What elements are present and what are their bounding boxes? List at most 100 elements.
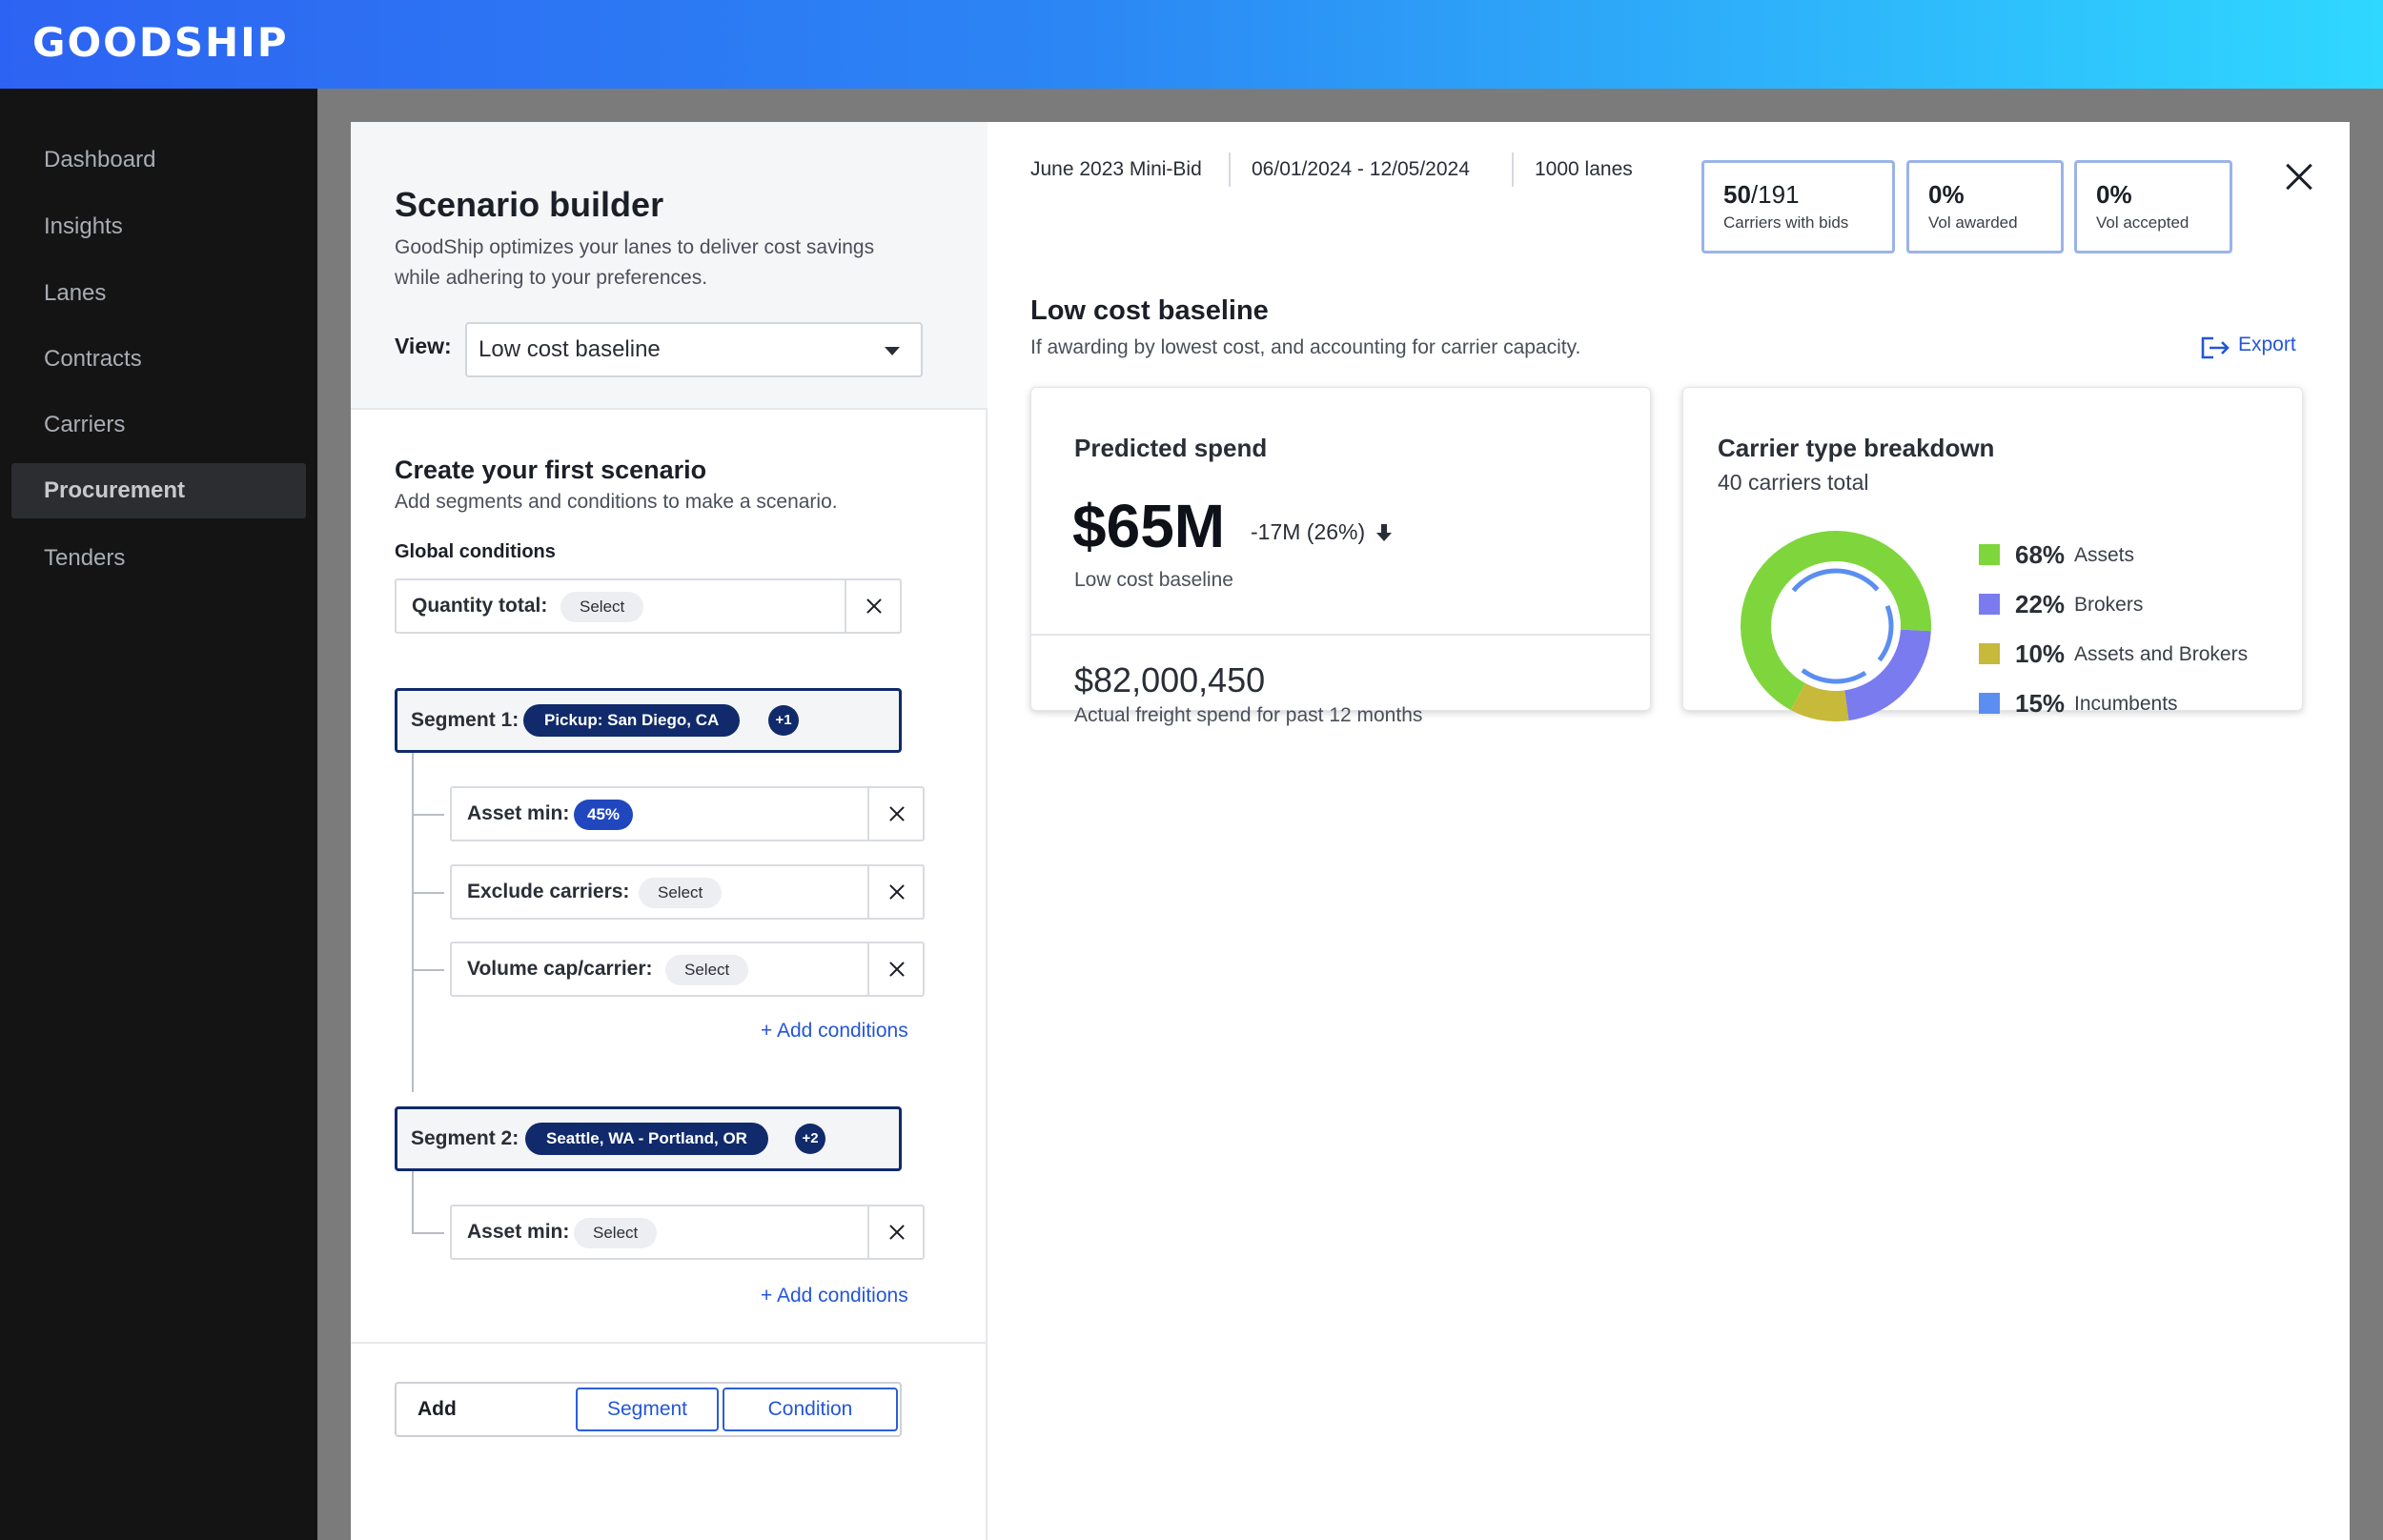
legend-swatch (1979, 594, 2000, 615)
tree-line (412, 753, 414, 1092)
add-label: Add (418, 1398, 457, 1420)
scenario-builder-panel: Scenario builder GoodShip optimizes your… (351, 122, 988, 1540)
incumbents-ring (1778, 568, 1894, 684)
sidebar-item-contracts[interactable]: Contracts (44, 346, 142, 372)
stat-value: 0% (1928, 180, 2042, 210)
view-select[interactable]: Low cost baseline (465, 322, 923, 377)
add-segment-button[interactable]: Segment (576, 1388, 719, 1431)
actual-spend-value: $82,000,450 (1074, 660, 1266, 699)
stat-label: Vol awarded (1928, 213, 2018, 232)
view-select-value: Low cost baseline (479, 336, 661, 362)
segment-chip[interactable]: Pickup: San Diego, CA (523, 704, 741, 737)
predicted-spend-title: Predicted spend (1074, 434, 1268, 462)
condition-row: Volume cap/carrier: Select (450, 942, 925, 997)
predicted-spend-value: $65M (1072, 492, 1226, 560)
builder-header: Scenario builder GoodShip optimizes your… (351, 122, 988, 410)
predicted-spend-delta: -17M (26%) (1251, 519, 1393, 545)
top-bar: GOODSHIP (0, 0, 2383, 89)
goodship-logo[interactable]: GOODSHIP (32, 19, 289, 66)
divider (351, 1342, 988, 1344)
bid-name: June 2023 Mini-Bid (1030, 158, 1202, 180)
actual-spend-subtitle: Actual freight spend for past 12 months (1074, 704, 1423, 726)
condition-select-chip[interactable]: Select (560, 592, 644, 622)
breakdown-subtitle: 40 carriers total (1718, 470, 1869, 495)
add-conditions-link[interactable]: + Add conditions (761, 1020, 908, 1042)
section-title: Create your first scenario (395, 456, 707, 484)
donut-slice-brokers (1844, 629, 1931, 721)
carrier-breakdown-card: Carrier type breakdown 40 carriers total… (1682, 387, 2303, 721)
export-icon[interactable] (2200, 335, 2230, 360)
predicted-spend-subtitle: Low cost baseline (1074, 569, 1233, 591)
breakdown-title: Carrier type breakdown (1718, 434, 1995, 462)
legend-pct: 10% (2015, 639, 2066, 668)
segment-1[interactable]: Segment 1: Pickup: San Diego, CA +1 (395, 688, 902, 753)
global-condition-row: Quantity total: Select (395, 578, 902, 634)
remove-condition-button[interactable] (845, 580, 900, 632)
add-condition-button[interactable]: Condition (723, 1388, 898, 1431)
remove-condition-button[interactable] (867, 943, 923, 995)
stat-value-bold: 0% (2096, 180, 2132, 209)
sidebar-item-carriers[interactable]: Carriers (44, 412, 126, 437)
divider (1512, 152, 1514, 187)
builder-title: Scenario builder (395, 185, 664, 224)
stat-vol-accepted: 0% Vol accepted (2074, 160, 2232, 253)
legend-pct: 22% (2015, 590, 2066, 618)
section-description: Add segments and conditions to make a sc… (395, 491, 838, 513)
condition-value-chip[interactable]: 45% (574, 800, 634, 830)
sidebar-item-insights[interactable]: Insights (44, 213, 123, 239)
legend-name: Brokers (2074, 594, 2144, 616)
divider (1229, 152, 1231, 187)
stat-label: Vol accepted (2096, 213, 2190, 232)
condition-label: Exclude carriers: (467, 881, 630, 902)
legend-pct: 68% (2015, 540, 2066, 569)
condition-label: Quantity total: (412, 595, 548, 617)
remove-condition-button[interactable] (867, 1206, 923, 1258)
condition-row: Exclude carriers: Select (450, 864, 925, 920)
legend-swatch (1979, 544, 2000, 565)
add-conditions-link[interactable]: + Add conditions (761, 1285, 908, 1307)
tree-line (412, 1232, 444, 1234)
sidebar: Dashboard Insights Lanes Contracts Carri… (0, 89, 317, 1540)
tree-line (412, 892, 444, 894)
condition-row: Asset min: 45% (450, 786, 925, 841)
segment-more-badge[interactable]: +1 (768, 705, 799, 736)
condition-select-chip[interactable]: Select (665, 955, 749, 985)
export-button[interactable]: Export (2238, 334, 2296, 355)
tree-line (412, 1171, 414, 1232)
segment-chip[interactable]: Seattle, WA - Portland, OR (525, 1123, 768, 1155)
sidebar-item-lanes[interactable]: Lanes (44, 280, 107, 306)
builder-description: GoodShip optimizes your lanes to deliver… (395, 236, 875, 289)
scenario-modal: Scenario builder GoodShip optimizes your… (351, 122, 2350, 1540)
view-label: View: (395, 334, 452, 358)
segment-more-badge[interactable]: +2 (795, 1124, 825, 1154)
remove-condition-button[interactable] (867, 788, 923, 840)
condition-row: Asset min: Select (450, 1205, 925, 1260)
remove-condition-button[interactable] (867, 866, 923, 918)
condition-select-chip[interactable]: Select (639, 878, 723, 908)
chevron-down-icon (885, 347, 900, 355)
donut-slice-assets-and-brokers (1790, 682, 1849, 721)
donut-slice-assets (1741, 531, 1931, 711)
stat-value-bold: 50 (1723, 180, 1751, 209)
arrow-down-icon (1375, 524, 1392, 541)
global-conditions-label: Global conditions (395, 541, 556, 562)
sidebar-item-tenders[interactable]: Tenders (44, 545, 126, 571)
stat-value-rest: /191 (1750, 180, 1800, 209)
bid-lanes: 1000 lanes (1535, 158, 1633, 180)
segment-2[interactable]: Segment 2: Seattle, WA - Portland, OR +2 (395, 1106, 902, 1171)
sidebar-item-dashboard[interactable]: Dashboard (44, 147, 156, 172)
stat-vol-awarded: 0% Vol awarded (1906, 160, 2064, 253)
segment-label: Segment 1: (411, 709, 519, 731)
close-icon[interactable] (2280, 158, 2318, 196)
condition-label: Volume cap/carrier: (467, 958, 653, 980)
tree-line (412, 969, 444, 971)
stat-label: Carriers with bids (1723, 213, 1849, 232)
condition-select-chip[interactable]: Select (574, 1218, 658, 1248)
legend-swatch (1979, 693, 2000, 714)
sidebar-item-procurement[interactable]: Procurement (11, 463, 306, 518)
carrier-donut-chart (1741, 531, 1931, 721)
legend-pct: 15% (2015, 689, 2066, 718)
condition-label: Asset min: (467, 802, 570, 824)
legend-name: Assets and Brokers (2074, 643, 2249, 665)
stat-carriers-with-bids: 50/191 Carriers with bids (1701, 160, 1895, 253)
